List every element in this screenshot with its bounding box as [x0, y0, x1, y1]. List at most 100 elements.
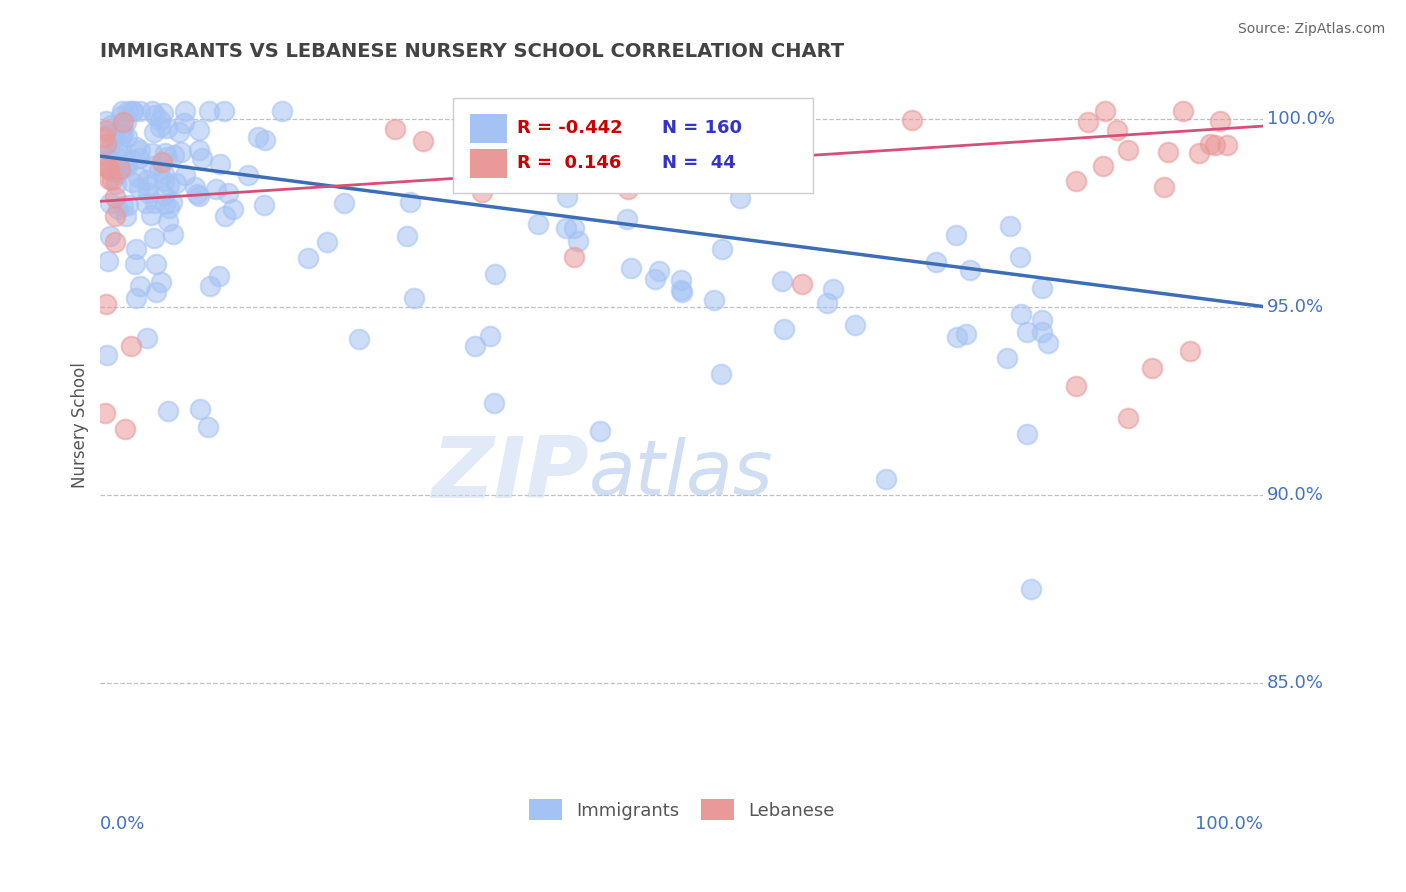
- Point: [901, 113, 924, 128]
- Point: [1010, 307, 1032, 321]
- Point: [484, 268, 506, 282]
- Text: 100.0%: 100.0%: [1195, 815, 1264, 833]
- Point: [1105, 122, 1128, 136]
- Point: [150, 155, 173, 169]
- Text: 0.0%: 0.0%: [100, 815, 146, 833]
- Point: [247, 129, 270, 144]
- Point: [823, 282, 845, 296]
- Point: [141, 159, 163, 173]
- Point: [1118, 143, 1140, 157]
- Point: [156, 121, 179, 136]
- Point: [464, 339, 486, 353]
- Point: [1010, 250, 1032, 264]
- Point: [135, 196, 157, 211]
- Point: [124, 242, 146, 256]
- Point: [1188, 146, 1211, 161]
- Point: [114, 421, 136, 435]
- Point: [197, 419, 219, 434]
- Point: [122, 103, 145, 118]
- Point: [105, 177, 128, 191]
- Point: [1019, 582, 1042, 596]
- Point: [479, 329, 502, 343]
- FancyBboxPatch shape: [453, 98, 813, 193]
- Point: [347, 332, 370, 346]
- Point: [471, 186, 494, 200]
- Point: [190, 402, 212, 417]
- Text: IMMIGRANTS VS LEBANESE NURSERY SCHOOL CORRELATION CHART: IMMIGRANTS VS LEBANESE NURSERY SCHOOL CO…: [100, 42, 845, 61]
- Text: 95.0%: 95.0%: [1267, 298, 1324, 316]
- Point: [111, 121, 134, 136]
- Point: [669, 283, 692, 297]
- Point: [1199, 136, 1222, 151]
- Point: [152, 188, 174, 202]
- Point: [94, 123, 117, 137]
- Point: [332, 195, 354, 210]
- Point: [156, 404, 179, 418]
- Point: [567, 234, 589, 248]
- Point: [153, 167, 176, 181]
- Point: [127, 169, 149, 184]
- Point: [554, 221, 576, 235]
- Point: [115, 209, 138, 223]
- Point: [112, 199, 135, 213]
- Point: [97, 143, 120, 157]
- Point: [238, 168, 260, 182]
- Point: [117, 103, 139, 118]
- Point: [155, 151, 177, 165]
- Point: [173, 116, 195, 130]
- FancyBboxPatch shape: [470, 149, 508, 178]
- Point: [155, 197, 177, 211]
- Text: 100.0%: 100.0%: [1267, 110, 1334, 128]
- Point: [121, 103, 143, 118]
- Point: [97, 253, 120, 268]
- Point: [1031, 313, 1053, 327]
- Point: [728, 192, 751, 206]
- Point: [998, 219, 1021, 233]
- Point: [157, 201, 180, 215]
- Point: [1157, 145, 1180, 159]
- Point: [149, 113, 172, 128]
- Point: [149, 275, 172, 289]
- Point: [316, 235, 339, 249]
- Point: [105, 150, 128, 164]
- Point: [1017, 325, 1039, 339]
- Text: atlas: atlas: [589, 437, 773, 511]
- Point: [145, 257, 167, 271]
- Point: [110, 127, 132, 141]
- Point: [271, 103, 294, 118]
- Point: [141, 145, 163, 160]
- Point: [121, 175, 143, 189]
- Point: [128, 151, 150, 165]
- Point: [125, 140, 148, 154]
- Point: [395, 229, 418, 244]
- Point: [620, 260, 643, 275]
- Text: ZIP: ZIP: [432, 433, 589, 516]
- Point: [709, 367, 731, 381]
- Text: 85.0%: 85.0%: [1267, 673, 1324, 691]
- Point: [1091, 159, 1114, 173]
- Point: [128, 143, 150, 157]
- Point: [104, 235, 127, 249]
- Point: [115, 159, 138, 173]
- Point: [184, 180, 207, 194]
- Point: [212, 104, 235, 119]
- Point: [138, 186, 160, 200]
- Point: [136, 173, 159, 187]
- Point: [128, 181, 150, 195]
- FancyBboxPatch shape: [470, 113, 508, 143]
- Point: [1118, 410, 1140, 425]
- Y-axis label: Nursery School: Nursery School: [72, 362, 89, 488]
- Point: [148, 162, 170, 177]
- Point: [121, 153, 143, 168]
- Point: [671, 285, 693, 300]
- Point: [167, 125, 190, 139]
- Point: [107, 143, 129, 157]
- Point: [96, 147, 118, 161]
- Point: [96, 114, 118, 128]
- Point: [1036, 336, 1059, 351]
- Point: [163, 148, 186, 162]
- Point: [1077, 115, 1099, 129]
- Point: [188, 143, 211, 157]
- Point: [153, 173, 176, 187]
- Point: [165, 177, 187, 191]
